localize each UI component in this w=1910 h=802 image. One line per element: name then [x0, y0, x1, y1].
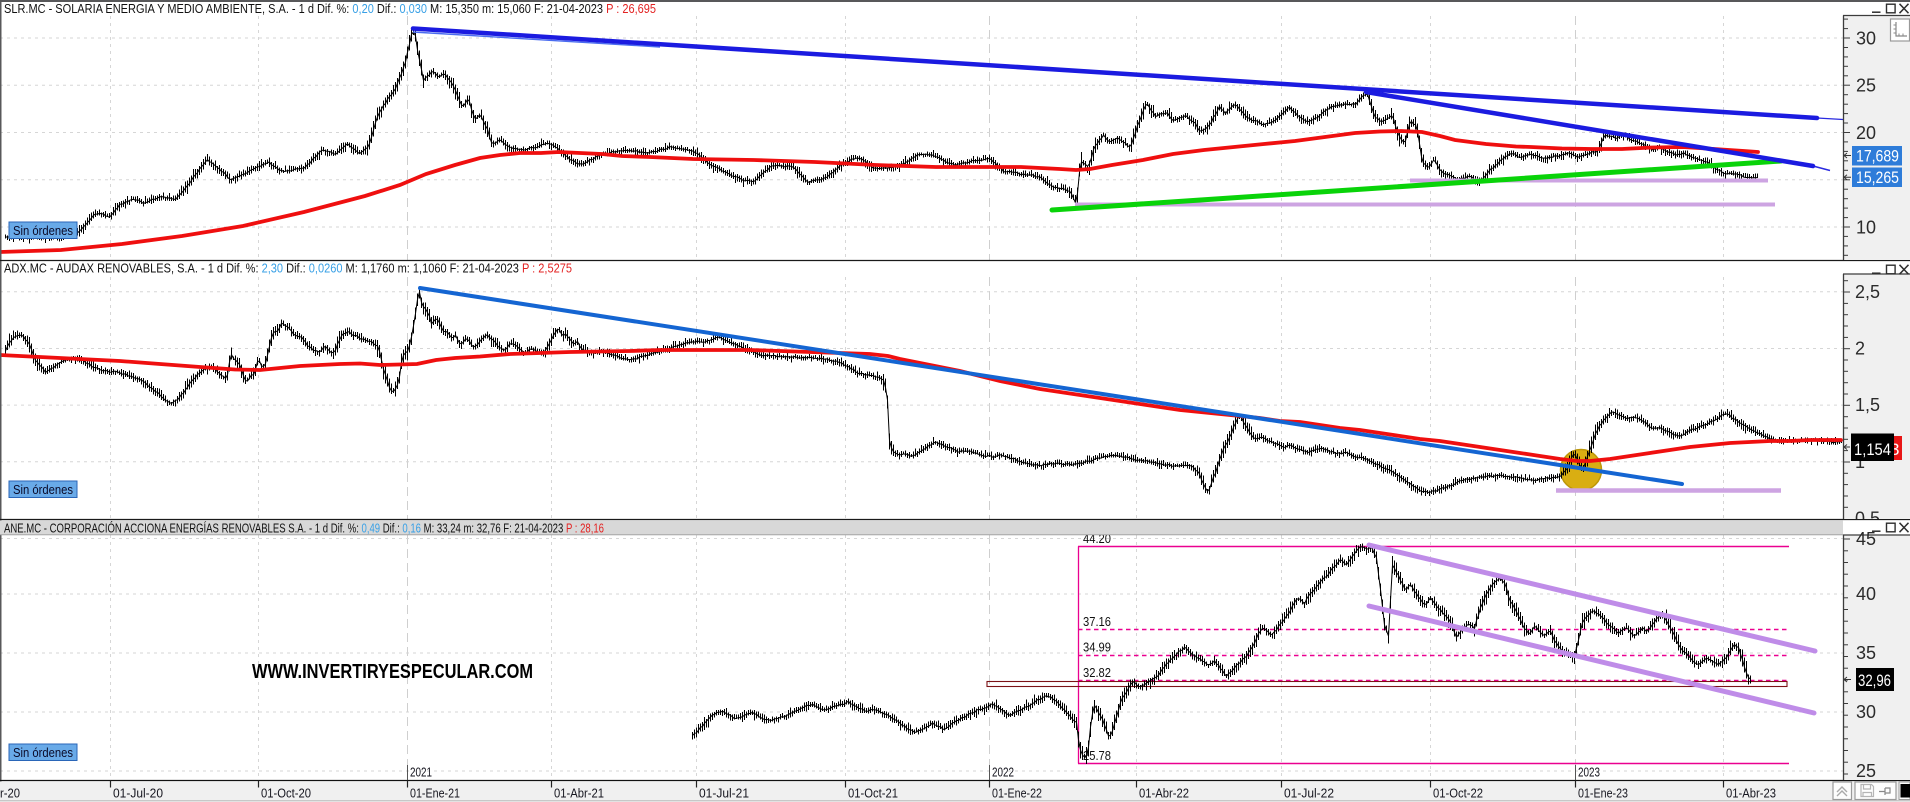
svg-text:01-Abr-21: 01-Abr-21 [554, 787, 604, 801]
svg-text:35: 35 [1856, 643, 1876, 663]
svg-text:Sin órdenes: Sin órdenes [13, 223, 73, 238]
svg-text:17,689: 17,689 [1856, 148, 1899, 166]
svg-text:2,5: 2,5 [1855, 282, 1880, 302]
svg-text:01-Jul-20: 01-Jul-20 [113, 787, 163, 801]
svg-text:44.20: 44.20 [1083, 532, 1111, 546]
svg-text:0,5: 0,5 [1855, 509, 1880, 529]
svg-text:32.82: 32.82 [1083, 666, 1111, 680]
svg-text:01-Jul-22: 01-Jul-22 [1284, 787, 1334, 801]
svg-text:25: 25 [1856, 76, 1876, 96]
svg-text:2022: 2022 [992, 766, 1014, 780]
svg-text:20: 20 [1856, 123, 1876, 143]
svg-text:01-Abr-22: 01-Abr-22 [1139, 787, 1189, 801]
svg-text:3: 3 [1890, 440, 1899, 459]
svg-text:30: 30 [1856, 702, 1876, 722]
svg-text:01-Ene-23: 01-Ene-23 [1578, 787, 1628, 801]
svg-text:01-Abr-23: 01-Abr-23 [1726, 787, 1776, 801]
svg-text:30: 30 [1856, 29, 1876, 49]
svg-text:2: 2 [1855, 339, 1865, 359]
svg-text:01-Ene-22: 01-Ene-22 [992, 787, 1042, 801]
svg-text:SLR.MC - SOLARIA ENERGIA Y MED: SLR.MC - SOLARIA ENERGIA Y MEDIO AMBIENT… [4, 1, 656, 16]
svg-text:01-Ene-21: 01-Ene-21 [410, 787, 460, 801]
svg-text:34.99: 34.99 [1083, 641, 1111, 655]
svg-text:37.16: 37.16 [1083, 615, 1111, 629]
svg-text:01-Abr-20: 01-Abr-20 [0, 787, 20, 801]
svg-text:ANE.MC - CORPORACIÓN ACCIONA E: ANE.MC - CORPORACIÓN ACCIONA ENERGÍAS RE… [4, 521, 604, 536]
svg-text:1: 1 [1855, 452, 1865, 472]
svg-text:45: 45 [1856, 529, 1876, 549]
svg-text:Sin órdenes: Sin órdenes [13, 482, 73, 497]
svg-text:2021: 2021 [410, 766, 432, 780]
svg-text:40: 40 [1856, 584, 1876, 604]
svg-text:01-Jul-21: 01-Jul-21 [699, 787, 749, 801]
svg-text:2023: 2023 [1578, 766, 1600, 780]
svg-text:32,96: 32,96 [1858, 671, 1891, 690]
svg-text:1,154: 1,154 [1854, 440, 1891, 459]
svg-text:01-Oct-22: 01-Oct-22 [1433, 787, 1483, 801]
svg-text:1,5: 1,5 [1855, 395, 1880, 415]
svg-text:01-Oct-20: 01-Oct-20 [261, 787, 311, 801]
svg-text:ADX.MC - AUDAX RENOVABLES, S.A: ADX.MC - AUDAX RENOVABLES, S.A. - 1 d Di… [4, 261, 572, 276]
svg-text:10: 10 [1856, 218, 1876, 238]
svg-text:Sin órdenes: Sin órdenes [13, 745, 73, 760]
svg-text:15,265: 15,265 [1856, 169, 1899, 187]
svg-text:01-Oct-21: 01-Oct-21 [848, 787, 898, 801]
svg-text:25.78: 25.78 [1083, 749, 1111, 763]
svg-text:25: 25 [1856, 761, 1876, 781]
svg-text:WWW.INVERTIRYESPECULAR.COM: WWW.INVERTIRYESPECULAR.COM [252, 660, 533, 683]
